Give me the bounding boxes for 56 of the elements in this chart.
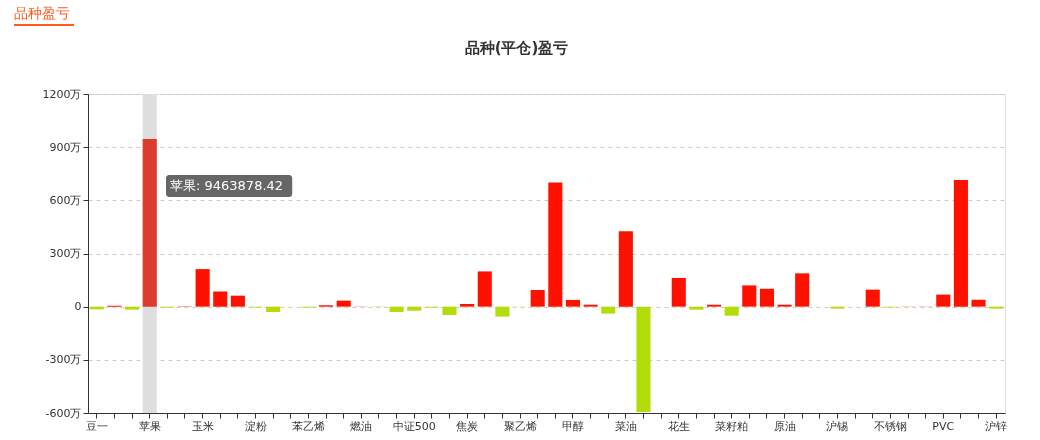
x-tick-label: 原油 [773, 419, 796, 433]
y-tick-label: 1200万 [42, 87, 82, 101]
x-tick-label: 玉米 [191, 419, 214, 433]
y-tick-label: -300万 [45, 353, 82, 367]
bar [460, 304, 475, 307]
chart-title: 品种(平仓)盈亏 [464, 39, 569, 57]
x-tick-label: 焦炭 [456, 419, 479, 433]
x-tick-label: 聚乙烯 [503, 419, 537, 433]
bar [125, 306, 140, 310]
bar [407, 306, 422, 311]
bar [601, 306, 616, 314]
x-tick-label: 花生 [667, 419, 690, 433]
bar [953, 179, 968, 307]
x-tick-label: 淀粉 [244, 419, 267, 433]
x-tick-label: 豆一 [85, 419, 108, 433]
bar [759, 288, 774, 307]
bar [618, 231, 633, 307]
bar [477, 271, 492, 307]
bar [442, 306, 457, 315]
bar [336, 300, 351, 307]
bar [548, 182, 563, 307]
bar [636, 306, 651, 413]
y-tick-label: 600万 [49, 193, 82, 207]
bar [266, 306, 281, 312]
bar [742, 285, 757, 307]
bar [195, 269, 210, 307]
y-tick-label: 300万 [49, 247, 82, 260]
bar [971, 299, 986, 307]
x-tick-label: 燃油 [350, 419, 373, 433]
bar [530, 290, 545, 307]
bar [865, 289, 880, 307]
text: 品种盈亏 [14, 5, 70, 21]
bar [230, 295, 245, 307]
bar [724, 306, 739, 316]
x-tick-label: 中证500 [392, 419, 436, 433]
bar [495, 306, 510, 317]
bar [671, 277, 686, 307]
annotation: 苹果: 9463878.42 [170, 178, 284, 193]
bar [565, 299, 581, 307]
x-tick-label: 苯乙烯 [291, 419, 325, 433]
x-tick-label: 苹果 [138, 419, 161, 433]
y-tick-label: -600万 [45, 406, 82, 420]
x-tick-label: 菜油 [614, 419, 637, 433]
x-tick-label: 不锈钢 [873, 419, 907, 433]
bar [689, 306, 704, 310]
x-tick-label: 沪锌 [985, 419, 1008, 433]
x-tick-label: 沪锡 [826, 419, 849, 433]
x-tick-label: 菜籽粕 [715, 419, 749, 433]
bar [213, 291, 228, 307]
x-tick-label: PVC [932, 419, 955, 433]
bar [389, 306, 404, 312]
bar [936, 294, 951, 307]
bar [795, 273, 810, 307]
y-tick-label: 900万 [49, 140, 82, 154]
x-tick-label: 甲醇 [561, 419, 584, 433]
y-tick-label: 0 [74, 300, 82, 314]
